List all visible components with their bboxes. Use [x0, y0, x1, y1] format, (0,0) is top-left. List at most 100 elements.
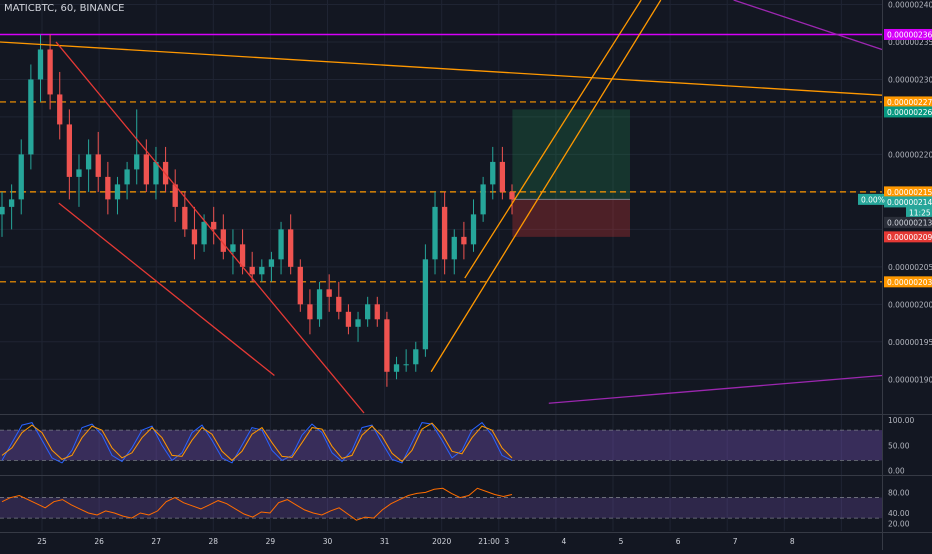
candle-body — [85, 154, 92, 170]
candle-body — [432, 206, 438, 260]
position-percent-text: 0.00% — [861, 195, 885, 204]
time-axis-tick-label: 21:00 — [478, 537, 500, 546]
candle-body — [345, 311, 352, 327]
candle-body — [143, 154, 149, 185]
price-label-badge — [884, 96, 932, 108]
time-axis-tick-label: 3 — [504, 537, 509, 546]
candle-body — [172, 184, 178, 207]
rsi-band — [0, 497, 882, 519]
trendline — [464, 0, 642, 279]
candle-body — [259, 266, 265, 275]
trendline — [55, 41, 365, 414]
trendline — [0, 41, 883, 96]
chart-title: MATICBTC, 60, BINANCE — [4, 3, 124, 14]
price-label-badge — [884, 231, 932, 243]
price-label-text: 11:25 — [909, 208, 931, 217]
price-axis-tick-label: 0.00000240 — [888, 0, 932, 9]
candle-body — [76, 169, 82, 177]
position-percent-badge — [858, 193, 884, 205]
price-label-badge — [906, 206, 932, 218]
candle-body — [191, 229, 198, 245]
price-label-text: 0.00000209 — [887, 233, 932, 242]
price-label-text: 0.00000213 — [887, 218, 932, 227]
stochastic-series-line — [1, 421, 513, 464]
candle-body — [422, 259, 429, 350]
title-separator: , — [54, 3, 61, 14]
candle-body — [268, 259, 275, 267]
candle-body — [278, 229, 284, 260]
price-label-text: 0.00000203 — [887, 278, 932, 287]
time-axis-tick-label: 2020 — [432, 537, 451, 546]
candle-body — [288, 229, 294, 267]
candle-body — [57, 94, 63, 125]
time-axis-tick-label: 25 — [37, 537, 47, 546]
symbol-label: MATICBTC — [4, 3, 55, 14]
time-axis-tick-label: 4 — [562, 537, 567, 546]
time-axis-tick-label: 26 — [94, 537, 104, 546]
exchange-label: BINANCE — [79, 3, 125, 14]
price-label-text: 0.00000226 — [887, 108, 932, 117]
candle-body — [182, 206, 188, 230]
trendline — [548, 374, 883, 404]
rsi-axis-tick-label: 80.00 — [888, 488, 910, 497]
long-position-target-zone — [512, 109, 630, 200]
rsi-axis-tick-label: 40.00 — [888, 509, 910, 518]
candle-body — [393, 364, 400, 372]
candle-body — [134, 154, 140, 170]
time-axis-tick-label: 29 — [266, 537, 276, 546]
stochastic-axis-tick-label: 50.00 — [888, 441, 910, 450]
time-axis-tick-label: 31 — [380, 537, 390, 546]
time-axis-tick-label: 8 — [790, 537, 795, 546]
candle-body — [441, 206, 448, 260]
candle-body — [18, 154, 24, 200]
trendline — [58, 202, 275, 377]
price-label-badge — [884, 216, 932, 228]
time-axis-tick-label: 5 — [619, 537, 624, 546]
candle-body — [490, 161, 496, 185]
candle-body — [326, 289, 332, 297]
candle-body — [499, 161, 506, 192]
candle-body — [114, 184, 121, 200]
candle-body — [105, 176, 111, 200]
candle-body — [124, 169, 130, 185]
candle-body — [384, 319, 390, 372]
candle-body — [480, 184, 486, 215]
price-axis-tick-label: 0.00000205 — [888, 263, 932, 272]
candle-body — [220, 229, 226, 252]
candle-body — [355, 319, 361, 327]
price-label-badge — [884, 28, 932, 40]
candle-body — [297, 266, 303, 305]
price-axis-tick-label: 0.00000235 — [888, 38, 932, 47]
price-label-text: 0.00000227 — [887, 98, 932, 107]
candle-body — [37, 49, 44, 80]
candle-body — [374, 304, 380, 320]
candle-body — [336, 296, 342, 312]
time-axis-tick-label: 30 — [323, 537, 333, 546]
title-separator: , — [73, 3, 80, 14]
candle-body — [249, 266, 255, 275]
candle-body — [239, 244, 246, 267]
candle-body — [230, 244, 236, 252]
price-axis-tick-label: 0.00000190 — [888, 375, 932, 384]
candle-body — [451, 236, 457, 260]
stochastic-axis-tick-label: 0.00 — [888, 466, 905, 475]
candle-body — [95, 154, 101, 177]
candle-body — [66, 124, 73, 177]
price-label-badge — [884, 186, 932, 198]
long-position-stop-zone — [512, 199, 630, 237]
time-axis-tick-label: 28 — [209, 537, 219, 546]
candle-body — [365, 304, 371, 320]
candle-body — [461, 236, 467, 245]
stochastic-band — [0, 430, 882, 461]
candle-body — [413, 349, 419, 365]
candle-body — [316, 289, 323, 320]
candle-body — [47, 49, 53, 95]
price-axis-tick-label: 0.00000195 — [888, 338, 932, 347]
trendline — [430, 0, 662, 373]
rsi-axis-tick-label: 20.00 — [888, 519, 910, 528]
candle-body — [403, 364, 409, 366]
price-label-badge — [884, 276, 932, 288]
candle-body — [211, 221, 217, 230]
